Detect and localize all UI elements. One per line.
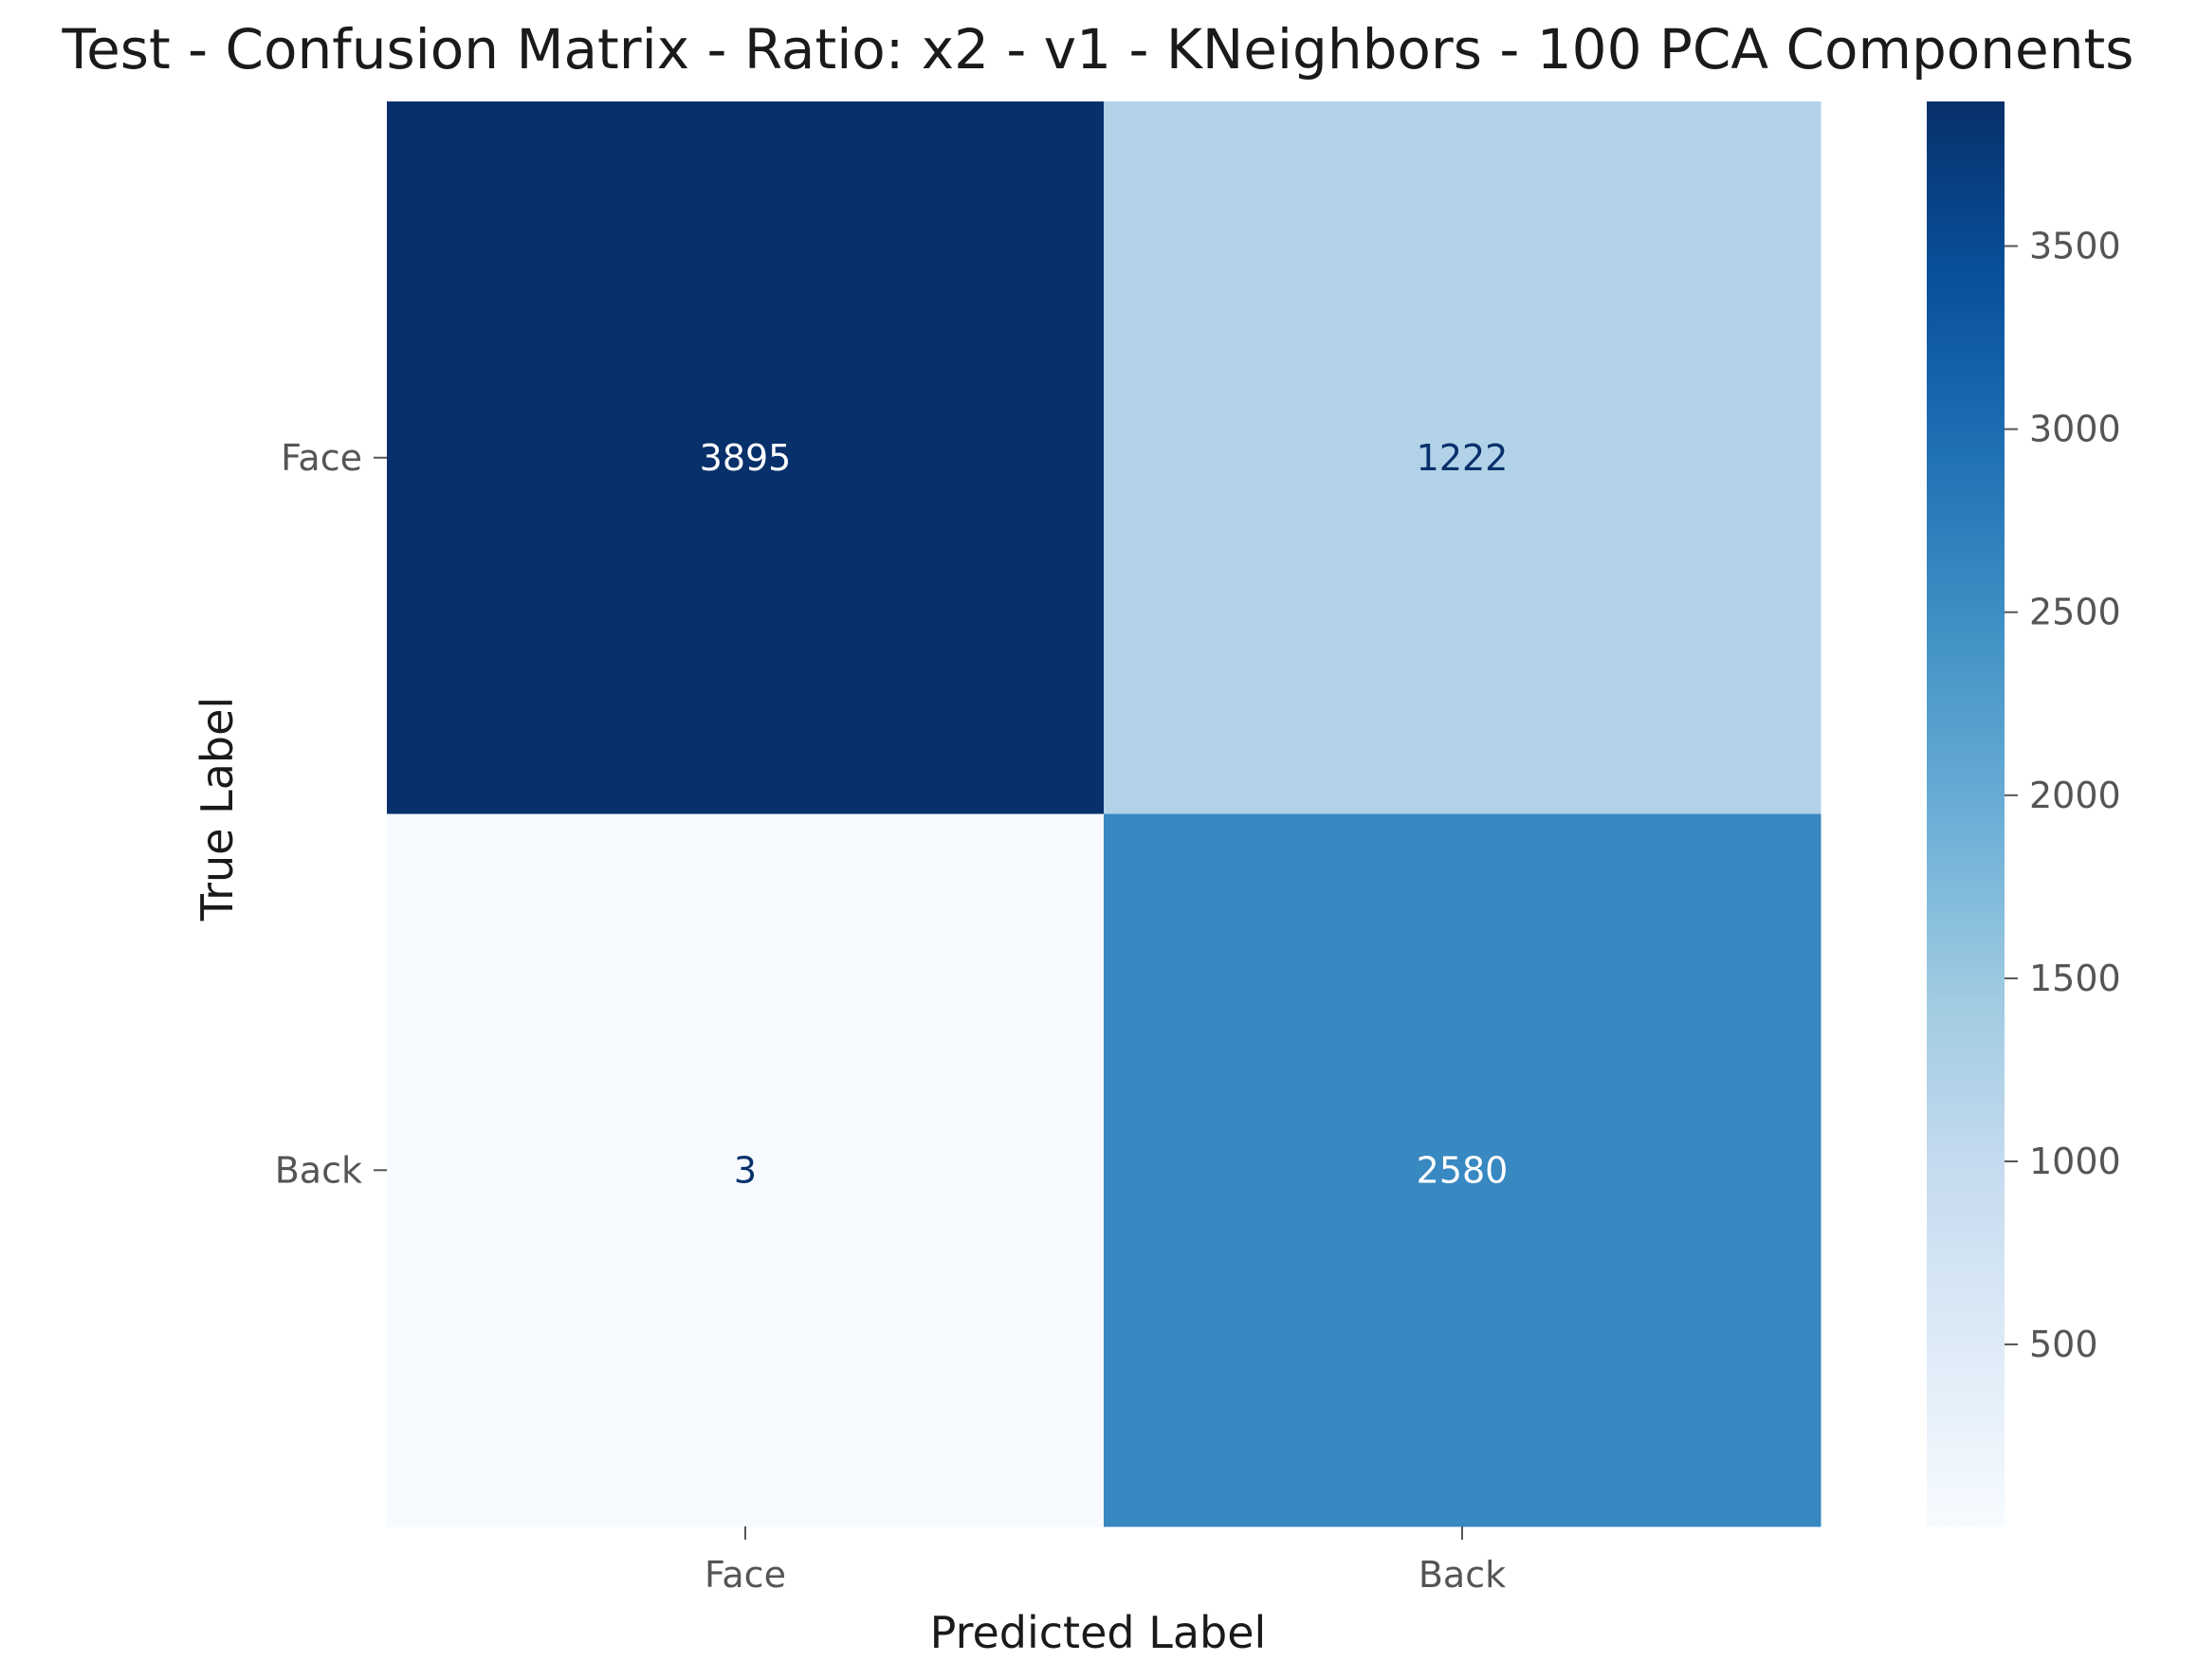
colorbar-tick-label: 2500	[2029, 592, 2121, 633]
y-axis-title: True Label	[192, 697, 243, 922]
heatmap-cell	[387, 813, 1105, 1527]
y-tick-label: Back	[275, 1149, 362, 1191]
heatmap-cell	[1104, 813, 1822, 1527]
heatmap-cell	[1104, 101, 1822, 814]
colorbar-tick-label: 1500	[2029, 958, 2121, 999]
cell-value-label: 3	[734, 1149, 757, 1191]
cell-value-label: 2580	[1417, 1149, 1509, 1191]
x-axis-title: Predicted Label	[930, 1607, 1267, 1658]
x-tick-label: Back	[1419, 1554, 1506, 1596]
colorbar-tick-label: 3500	[2029, 226, 2121, 267]
y-tick-label: Face	[281, 437, 362, 479]
colorbar-ticks: 500 1000 1500 2000 2500 3000 3500	[2005, 226, 2121, 1365]
cell-value-label: 3895	[700, 437, 792, 479]
colorbar-tick-label: 2000	[2029, 775, 2121, 816]
colorbar: 500 1000 1500 2000 2500 3000 3500	[1927, 101, 2121, 1526]
y-axis-ticks: Face Back	[275, 437, 387, 1191]
x-tick-label: Face	[705, 1554, 786, 1596]
cell-value-label: 1222	[1417, 437, 1509, 479]
colorbar-tick-label: 1000	[2029, 1141, 2121, 1182]
x-axis-ticks: Face Back	[705, 1526, 1506, 1596]
heatmap-cells: 3895 1222 3 2580	[387, 101, 1822, 1527]
colorbar-tick-label: 500	[2029, 1324, 2098, 1365]
colorbar-gradient	[1927, 101, 2005, 1526]
chart-title: Test - Confusion Matrix - Ratio: x2 - v1…	[62, 17, 2134, 82]
colorbar-tick-label: 3000	[2029, 409, 2121, 450]
heatmap-cell	[387, 101, 1105, 814]
